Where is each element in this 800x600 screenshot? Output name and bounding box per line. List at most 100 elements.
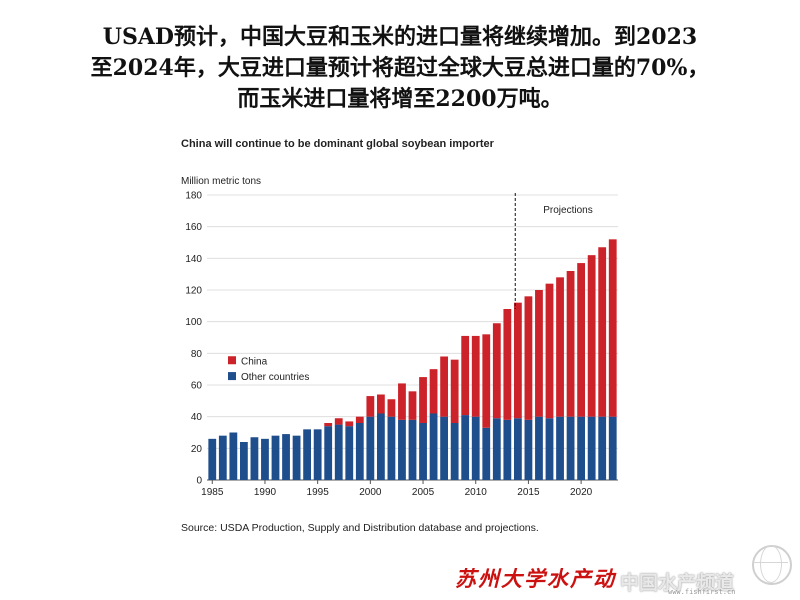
x-tick-label: 1995 <box>307 487 330 498</box>
globe-logo-icon <box>752 545 792 585</box>
bar-other-countries <box>250 437 259 480</box>
bar-china <box>429 369 438 414</box>
bar-other-countries <box>261 438 269 480</box>
y-axis-label: Million metric tons <box>181 176 262 187</box>
bar-other-countries <box>218 435 227 480</box>
y-tick-label: 60 <box>191 381 203 392</box>
bar-other-countries <box>271 435 280 480</box>
bar-other-countries <box>398 419 406 480</box>
bar-other-countries <box>324 426 333 480</box>
bar-other-countries <box>387 416 396 480</box>
chart-title: China will continue to be dominant globa… <box>181 138 494 150</box>
y-tick-label: 80 <box>191 349 203 360</box>
bar-other-countries <box>587 416 596 480</box>
headline-line-2: 至2024年，大豆进口量预计将超过全球大豆总进口量的70%， <box>90 55 710 81</box>
x-tick-label: 2000 <box>359 487 382 498</box>
bar-other-countries <box>208 438 217 480</box>
bar-china <box>513 302 522 419</box>
chart-source: Source: USDA Production, Supply and Dist… <box>181 522 539 534</box>
bar-other-countries <box>355 423 364 480</box>
bar-china <box>482 334 491 428</box>
bar-china <box>355 416 364 423</box>
bar-other-countries <box>524 419 533 480</box>
x-tick-label: 2010 <box>465 487 488 498</box>
bar-other-countries <box>345 426 354 480</box>
bar-china <box>398 383 406 420</box>
bar-other-countries <box>334 424 343 480</box>
bar-china <box>387 399 396 417</box>
x-tick-label: 2015 <box>517 487 540 498</box>
bar-china <box>324 423 333 427</box>
bar-other-countries <box>461 415 470 480</box>
bar-other-countries <box>577 416 586 480</box>
bar-china <box>503 309 512 420</box>
y-tick-label: 180 <box>185 191 202 202</box>
y-tick-label: 140 <box>185 254 202 265</box>
bar-china <box>577 263 586 417</box>
bar-china <box>535 290 543 417</box>
bar-other-countries <box>282 434 290 480</box>
y-tick-label: 120 <box>185 286 202 297</box>
bar-china <box>492 323 501 419</box>
bar-other-countries <box>492 418 501 480</box>
bar-china <box>419 377 427 423</box>
bar-other-countries <box>535 416 543 480</box>
bar-china <box>408 391 417 420</box>
bar-other-countries <box>566 416 575 480</box>
bar-other-countries <box>450 423 459 480</box>
bar-other-countries <box>503 419 512 480</box>
headline-line-3: 而玉米进口量将增至2200万吨。 <box>237 86 563 112</box>
bar-other-countries <box>471 416 480 480</box>
bar-china <box>334 418 343 425</box>
bar-china <box>345 421 354 427</box>
bar-other-countries <box>239 442 248 480</box>
x-tick-label: 1990 <box>254 487 277 498</box>
bar-china <box>545 283 554 419</box>
y-tick-label: 40 <box>191 412 203 423</box>
footer-brand: 苏州大学水产动 <box>455 566 616 591</box>
bar-other-countries <box>419 423 427 480</box>
bar-other-countries <box>608 416 617 480</box>
legend-label: China <box>241 356 268 367</box>
bar-other-countries <box>376 413 385 480</box>
y-tick-label: 20 <box>191 444 203 455</box>
bar-china <box>556 277 564 417</box>
legend-label: Other countries <box>241 372 309 383</box>
soybean-import-chart: 0 20 40 60 80 100 120 140 160 180 1985 1990 1995 2000… <box>185 191 618 498</box>
bar-other-countries <box>313 429 322 480</box>
x-tick-label: 1985 <box>201 487 224 498</box>
bar-china <box>608 239 617 417</box>
headline-line-1: USAD预计，中国大豆和玉米的进口量将继续增加。到2023 <box>102 24 698 50</box>
bar-other-countries <box>440 416 449 480</box>
bar-china <box>598 247 607 417</box>
bar-other-countries <box>366 416 375 480</box>
bar-china <box>587 255 596 417</box>
x-tick-label: 2020 <box>570 487 593 498</box>
bar-china <box>471 335 480 417</box>
watermark-url: www.fishfirst.cn <box>668 588 736 596</box>
bar-other-countries <box>229 432 238 480</box>
bar-other-countries <box>545 418 554 480</box>
bar-china <box>440 356 449 417</box>
x-tick-label: 2005 <box>412 487 435 498</box>
bar-other-countries <box>292 435 301 480</box>
bar-other-countries <box>482 427 491 480</box>
bar-other-countries <box>408 419 417 480</box>
bar-other-countries <box>556 416 564 480</box>
projections-label: Projections <box>543 205 592 216</box>
y-tick-label: 0 <box>196 476 202 487</box>
bar-china <box>366 396 375 417</box>
bar-china <box>461 335 470 416</box>
bar-other-countries <box>303 429 312 480</box>
y-tick-label: 100 <box>185 317 202 328</box>
legend-swatch <box>228 372 236 381</box>
bar-other-countries <box>513 418 522 480</box>
y-tick-label: 160 <box>185 222 202 233</box>
bar-china <box>566 271 575 417</box>
legend-swatch <box>228 356 236 365</box>
headline: USAD预计，中国大豆和玉米的进口量将继续增加。到2023 至2024年，大豆进… <box>20 22 780 115</box>
bar-china <box>524 296 533 420</box>
bar-china <box>376 394 385 414</box>
watermark-logo: 中国水产频道 <box>620 572 735 594</box>
bar-other-countries <box>429 413 438 480</box>
